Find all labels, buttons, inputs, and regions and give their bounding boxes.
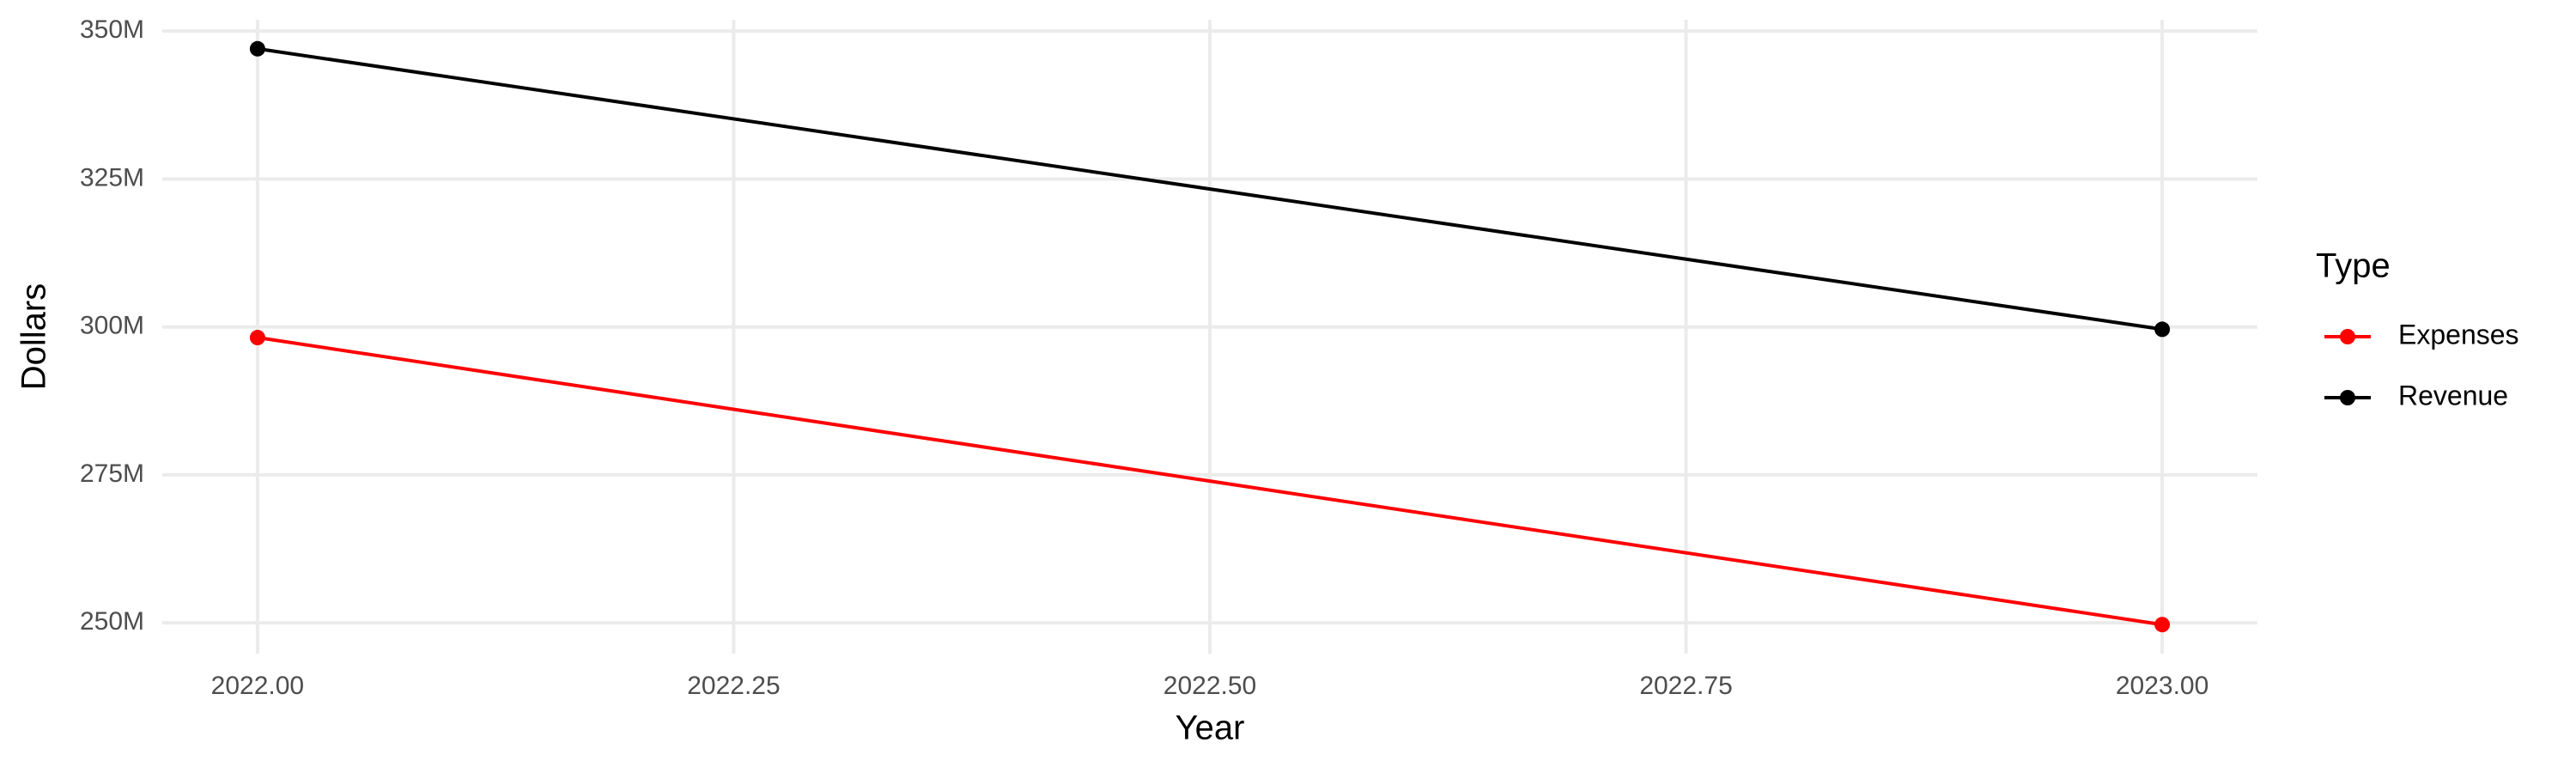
- y-tick-label: 300M: [80, 312, 144, 340]
- data-point: [249, 40, 265, 57]
- x-tick-label: 2023.00: [2116, 672, 2208, 700]
- y-tick-label: 250M: [80, 607, 144, 636]
- x-tick-label: 2022.25: [687, 672, 780, 700]
- legend-label: Expenses: [2398, 319, 2519, 350]
- legend-key-point: [2340, 390, 2355, 405]
- data-point: [2154, 321, 2171, 338]
- x-tick-label: 2022.75: [1639, 672, 1732, 700]
- legend-title: Type: [2316, 247, 2391, 285]
- x-tick-label: 2022.00: [211, 672, 304, 700]
- data-point: [2154, 617, 2171, 633]
- series-line: [257, 46, 2163, 332]
- y-axis-title: Dollars: [15, 283, 53, 390]
- y-tick-label: 350M: [80, 15, 144, 44]
- y-tick-label: 275M: [80, 460, 144, 488]
- data-point: [249, 330, 265, 346]
- legend-key-point: [2340, 329, 2355, 344]
- x-tick-label: 2022.50: [1163, 672, 1256, 700]
- legend-label: Revenue: [2398, 380, 2508, 411]
- y-tick-label: 325M: [80, 163, 144, 192]
- x-axis-title: Year: [1176, 709, 1245, 747]
- series-line: [257, 336, 2163, 627]
